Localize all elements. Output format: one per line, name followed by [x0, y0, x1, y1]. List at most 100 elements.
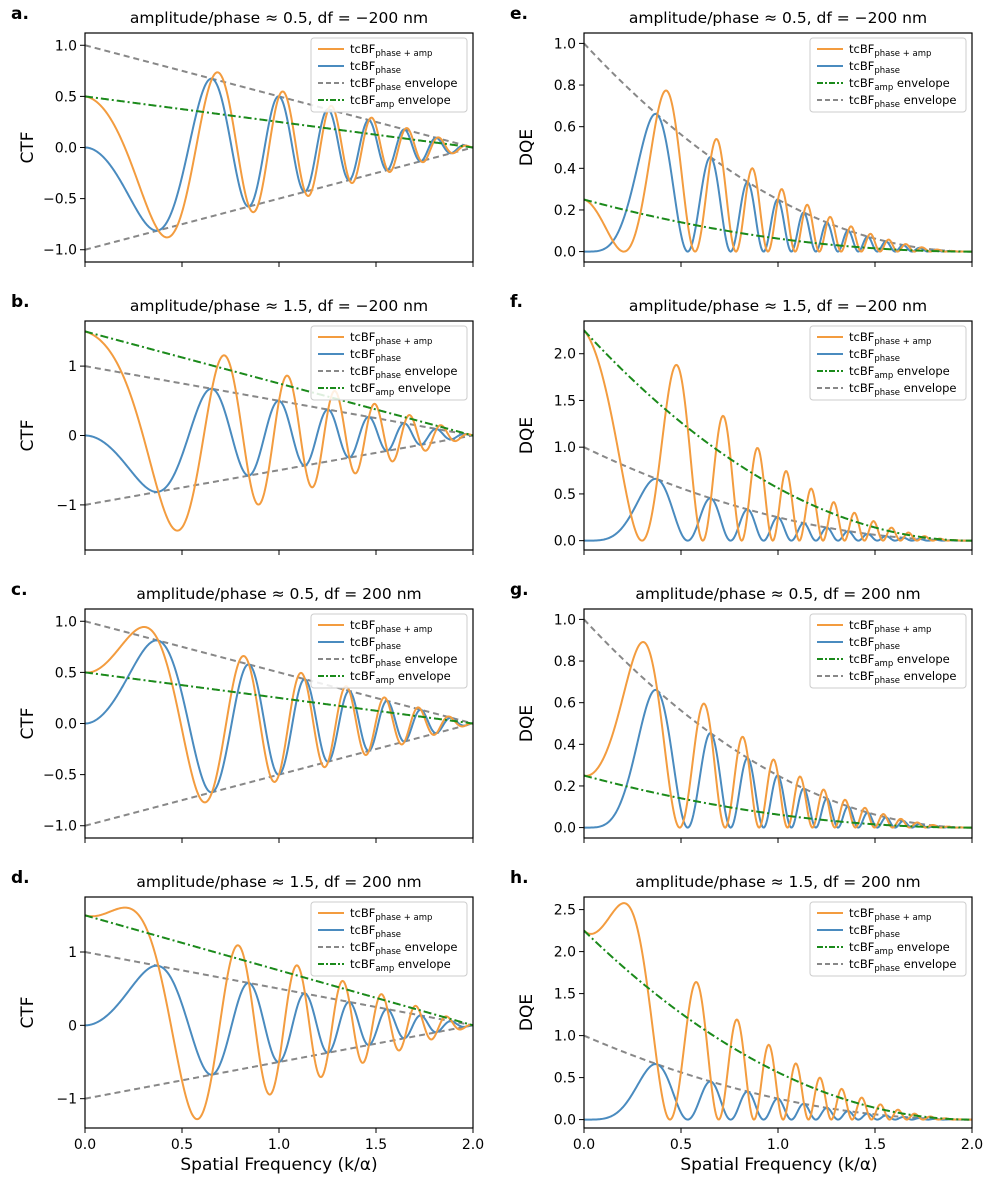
series-line-phase_envelope-upper [85, 620, 473, 725]
legend-label-sub: phase [375, 83, 401, 93]
x-tick-label: 0.0 [74, 1137, 96, 1153]
series-line-phase_envelope [584, 446, 972, 542]
legend-label-phase: tcBFphase [849, 635, 900, 652]
legend-label-phase_envelope: tcBFphase envelope [350, 652, 458, 669]
panel-title: amplitude/phase ≈ 0.5, df = −200 nm [629, 9, 927, 27]
panel-title: amplitude/phase ≈ 1.5, df = 200 nm [136, 873, 421, 891]
series-line-amp_envelope [584, 774, 972, 829]
y-tick-label: 2.5 [554, 903, 576, 919]
y-tick-label: 1 [68, 359, 77, 375]
panels-group: a. amplitude/phase ≈ 0.5, df = −200 nm CTF… [11, 4, 983, 1153]
y-tick-label: 1.0 [55, 38, 77, 54]
legend-label-main: tcBF [849, 347, 874, 361]
legend-label-suffix: envelope [394, 669, 451, 683]
series-line-phase_amp [85, 906, 473, 1121]
panel-e: e. amplitude/phase ≈ 0.5, df = −200 nm DQE… [510, 4, 973, 267]
legend-label-phase_amp: tcBFphase + amp [350, 330, 432, 347]
y-tick-label: 1.0 [554, 612, 576, 628]
legend-label-main: tcBF [350, 652, 375, 666]
series-line-phase_amp [85, 330, 473, 532]
y-tick-label: 0.5 [554, 1071, 576, 1087]
legend-label-main: tcBF [350, 618, 375, 632]
y-tick-label: −1.0 [43, 243, 77, 259]
series-group [85, 330, 473, 532]
x-axis-label-right: Spatial Frequency (k/α) [680, 1155, 877, 1175]
legend-label-suffix: envelope [893, 652, 950, 666]
series-line-phase_envelope-lower [85, 146, 473, 251]
legend-label-amp_envelope: tcBFamp envelope [849, 76, 950, 93]
legend-label-phase_amp: tcBFphase + amp [350, 42, 432, 59]
panel-title: amplitude/phase ≈ 0.5, df = −200 nm [130, 9, 428, 27]
legend-label-phase_envelope: tcBFphase envelope [849, 381, 957, 398]
legend-label-suffix: envelope [394, 93, 451, 107]
y-tick-label: −1 [56, 1092, 77, 1108]
y-tick-label: 1.0 [554, 440, 576, 456]
series-group [584, 618, 972, 829]
panel-letter: h. [510, 868, 529, 888]
legend-label-sub: phase [375, 66, 401, 76]
legend-label-sub: amp [375, 100, 394, 110]
y-tick-label: 0.6 [554, 696, 576, 712]
legend-label-phase_envelope: tcBFphase envelope [350, 364, 458, 381]
legend-label-main: tcBF [350, 364, 375, 378]
legend-label-phase: tcBFphase [350, 635, 401, 652]
legend-label-phase_envelope: tcBFphase envelope [849, 669, 957, 686]
y-tick-label: −0.5 [43, 192, 77, 208]
panel-f: f. amplitude/phase ≈ 1.5, df = −200 nm DQE… [510, 292, 973, 555]
series-group [584, 902, 972, 1121]
y-tick-label: 1.0 [554, 36, 576, 52]
legend-label-main: tcBF [849, 635, 874, 649]
panel-d: d. amplitude/phase ≈ 1.5, df = 200 nm CTF −… [11, 868, 484, 1153]
legend-label-suffix: envelope [401, 76, 458, 90]
x-tick-label: 1.5 [365, 1137, 387, 1153]
y-axis-label: CTF [18, 419, 38, 451]
legend-label-sub: phase [375, 371, 401, 381]
y-tick-label: 0.0 [55, 717, 77, 733]
legend-label-main: tcBF [350, 59, 375, 73]
x-tick-label: 1.0 [268, 1137, 290, 1153]
panel-a: a. amplitude/phase ≈ 0.5, df = −200 nm CTF… [11, 4, 474, 267]
y-tick-label: 0.2 [554, 203, 576, 219]
y-tick-label: 0 [68, 1018, 77, 1034]
y-tick-label: 2.0 [554, 945, 576, 961]
legend-label-sub: phase [874, 354, 900, 364]
y-tick-label: 0.0 [55, 141, 77, 157]
legend-label-main: tcBF [350, 906, 375, 920]
legend-label-sub: amp [874, 659, 893, 669]
legend-label-phase: tcBFphase [849, 923, 900, 940]
legend-label-phase_amp: tcBFphase + amp [350, 618, 432, 635]
legend-label-phase_envelope: tcBFphase envelope [849, 957, 957, 974]
legend-label-sub: phase [375, 659, 401, 669]
legend-box [809, 37, 967, 113]
series-group [584, 329, 972, 542]
series-line-amp_envelope [85, 914, 473, 1027]
y-tick-label: 0.5 [55, 89, 77, 105]
legend-label-sub: phase [375, 642, 401, 652]
legend-label-sub: phase [375, 354, 401, 364]
x-tick-label: 1.5 [864, 1137, 886, 1153]
legend-label-sub: phase [375, 947, 401, 957]
x-tick-label: 0.0 [573, 1137, 595, 1153]
legend-label-phase: tcBFphase [849, 347, 900, 364]
legend-label-sub: phase [874, 676, 900, 686]
legend-label-phase_amp: tcBFphase + amp [849, 906, 931, 923]
y-tick-label: 1.0 [554, 1029, 576, 1045]
y-tick-label: −0.5 [43, 768, 77, 784]
legend-label-main: tcBF [849, 906, 874, 920]
x-axis-label-left: Spatial Frequency (k/α) [180, 1155, 377, 1175]
legend-label-phase_envelope: tcBFphase envelope [849, 93, 957, 110]
y-tick-label: 0.5 [55, 665, 77, 681]
legend-label-main: tcBF [849, 923, 874, 937]
panel-title: amplitude/phase ≈ 1.5, df = −200 nm [629, 297, 927, 315]
legend-label-suffix: envelope [900, 381, 957, 395]
legend-label-sub: phase + amp [375, 625, 432, 635]
legend-label-sub: phase [874, 66, 900, 76]
legend-label-amp_envelope: tcBFamp envelope [849, 940, 950, 957]
legend-box [310, 901, 468, 977]
y-tick-label: 0.4 [554, 737, 576, 753]
legend-label-sub: phase [874, 642, 900, 652]
